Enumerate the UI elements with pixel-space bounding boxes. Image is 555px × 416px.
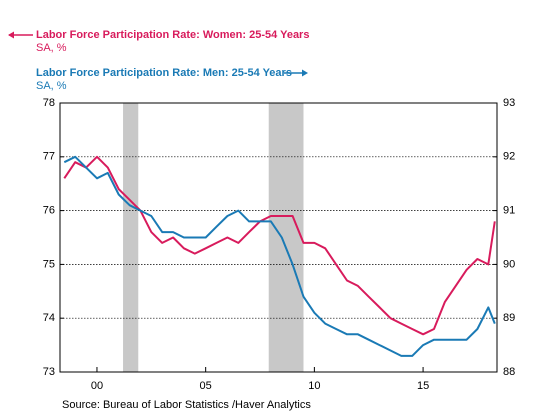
y-tick-label: 75: [43, 258, 55, 270]
series-line: [63, 155, 496, 357]
y2-tick-label: 93: [503, 97, 515, 109]
x-tick-label: 10: [308, 380, 320, 392]
legend-arrow-head: [8, 31, 14, 39]
recession-band: [123, 103, 139, 372]
x-tick-label: 05: [200, 380, 212, 392]
legend: Labor Force Participation Rate: Women: 2…: [8, 29, 309, 92]
y-tick-label: 76: [43, 205, 55, 217]
legend-label: Labor Force Participation Rate: Men: 25-…: [36, 67, 292, 79]
y-tick-label: 74: [43, 312, 55, 324]
legend-arrow-head: [302, 69, 308, 77]
y2-tick-label: 89: [503, 312, 515, 324]
legend-label: Labor Force Participation Rate: Women: 2…: [36, 29, 309, 41]
y2-tick-label: 91: [503, 205, 515, 217]
source-note: Source: Bureau of Labor Statistics /Have…: [62, 399, 311, 411]
plot-frame: [59, 102, 498, 373]
recession-band: [268, 103, 304, 372]
legend-units: SA, %: [36, 80, 67, 92]
series-line: [63, 155, 496, 336]
y-tick-label: 78: [43, 97, 55, 109]
y2-tick-label: 88: [503, 366, 515, 378]
y2-tick-label: 92: [503, 151, 515, 163]
x-tick-label: 00: [91, 380, 103, 392]
y-tick-label: 73: [43, 366, 55, 378]
y-tick-label: 77: [43, 151, 55, 163]
y2-tick-label: 90: [503, 258, 515, 270]
x-tick-label: 15: [417, 380, 429, 392]
legend-units: SA, %: [36, 42, 67, 54]
